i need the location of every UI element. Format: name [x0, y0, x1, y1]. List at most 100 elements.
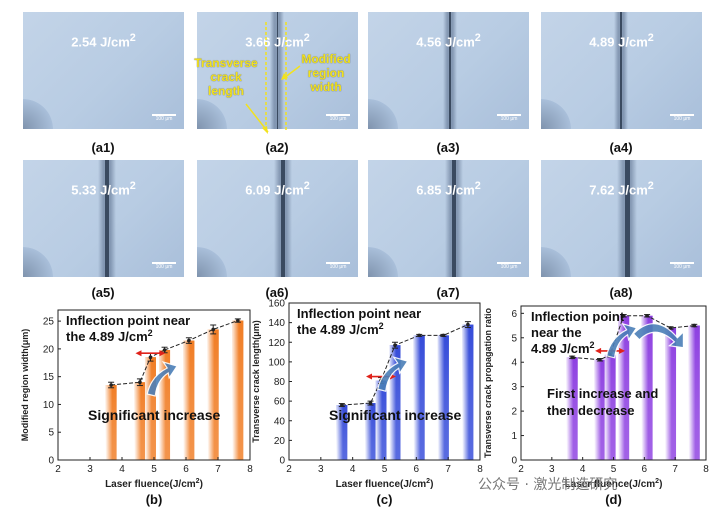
bar-shade — [688, 325, 700, 460]
micrograph-shadow — [197, 99, 227, 129]
y-tick-label: 5 — [511, 333, 517, 344]
y-tick-label: 0 — [279, 456, 285, 467]
micrograph-shadow — [23, 247, 53, 277]
laser-cut-line — [624, 160, 630, 277]
scale-bar: 100 μm — [326, 262, 350, 271]
y-tick-label: 5 — [48, 428, 54, 439]
bar-shade — [364, 403, 376, 460]
x-tick-label: 5 — [382, 464, 388, 475]
scale-bar: 100 μm — [497, 114, 521, 123]
y-tick-label: 10 — [43, 400, 55, 411]
x-tick-label: 6 — [642, 464, 648, 475]
watermark: 公众号 · 激光制造研究 — [478, 477, 618, 493]
panel-label: (a7) — [436, 285, 460, 300]
bar-shade — [604, 354, 616, 460]
red-arrow-head — [135, 350, 142, 357]
x-tick-label: 5 — [151, 464, 157, 475]
data-point — [393, 343, 397, 347]
red-arrow-head — [159, 350, 166, 357]
data-point — [417, 333, 421, 338]
scale-bar: 100 μm — [152, 114, 176, 123]
fluence-label: 4.56 J/cm2 — [416, 32, 481, 50]
fluence-label: 6.09 J/cm2 — [245, 180, 310, 198]
x-tick-label: 2 — [518, 464, 524, 475]
y-axis-label: Transverse crack propagation ratio — [483, 307, 493, 458]
laser-cut-line — [620, 12, 622, 129]
fluence-label: 6.85 J/cm2 — [416, 180, 481, 198]
micrograph-7: 6.85 J/cm2 100 μm — [368, 160, 529, 277]
data-point — [211, 327, 215, 332]
trend-arrow-down — [632, 323, 685, 349]
inflection-annotation: 4.89 J/cm2 — [531, 340, 595, 356]
bar-shade — [413, 335, 425, 460]
data-point — [162, 348, 167, 352]
scale-bar: 100 μm — [152, 262, 176, 271]
y-tick-label: 0 — [511, 456, 517, 467]
panel-label: (b) — [146, 492, 163, 507]
x-tick-label: 4 — [350, 464, 356, 475]
panel-label: (a5) — [91, 285, 115, 300]
y-tick-label: 4 — [511, 358, 517, 369]
fluence-label: 5.33 J/cm2 — [71, 180, 136, 198]
trend-text: Significant increase — [329, 407, 461, 423]
bar-shade — [618, 315, 630, 460]
x-tick-label: 4 — [580, 464, 586, 475]
inflection-annotation: Inflection point near — [66, 313, 190, 328]
trend-arrow — [376, 356, 409, 392]
data-point — [466, 322, 470, 327]
x-tick-label: 3 — [549, 464, 555, 475]
bar-shade — [665, 328, 677, 460]
y-tick-label: 15 — [43, 372, 55, 383]
red-arrow-head — [365, 373, 372, 380]
fluence-label: 2.54 J/cm2 — [71, 32, 136, 50]
scale-bar: 100 μm — [326, 114, 350, 123]
y-tick-label: 80 — [274, 377, 286, 388]
red-arrow-head — [595, 347, 602, 354]
data-point — [621, 313, 626, 318]
y-tick-label: 100 — [268, 357, 285, 368]
x-tick-label: 6 — [183, 464, 189, 475]
inflection-annotation: Inflection point near — [297, 306, 421, 321]
x-tick-label: 8 — [247, 464, 253, 475]
micrograph-1: 2.54 J/cm2 100 μm — [23, 12, 184, 129]
x-axis-label: Laser fluence(J/cm2) — [565, 478, 663, 490]
x-tick-label: 7 — [445, 464, 451, 475]
bar-shade — [232, 320, 244, 460]
laser-cut-line — [281, 160, 285, 277]
panel-label: (a2) — [265, 140, 289, 155]
panel-label: (d) — [605, 492, 622, 507]
y-tick-label: 20 — [274, 436, 286, 447]
y-tick-label: 40 — [274, 416, 286, 427]
panel-label: (a3) — [436, 140, 460, 155]
bar-shade — [134, 382, 146, 460]
micrograph-shadow — [541, 247, 571, 277]
laser-cut-line — [449, 12, 451, 129]
y-tick-label: 6 — [511, 309, 517, 320]
data-point — [109, 383, 113, 387]
data-point — [187, 338, 191, 343]
x-tick-label: 7 — [672, 464, 678, 475]
x-tick-label: 3 — [318, 464, 324, 475]
laser-cut-line — [452, 160, 456, 277]
micrograph-shadow — [368, 247, 398, 277]
x-tick-label: 7 — [215, 464, 221, 475]
trend-text: then decrease — [547, 403, 634, 418]
bar-shade — [389, 345, 401, 460]
x-tick-label: 5 — [611, 464, 617, 475]
scale-bar: 100 μm — [670, 262, 694, 271]
bar-shade — [641, 315, 653, 460]
trend-text: Significant increase — [88, 407, 220, 423]
x-tick-label: 6 — [414, 464, 420, 475]
fluence-label: 3.66 J/cm2 — [245, 32, 310, 50]
bar-shade — [207, 329, 219, 460]
data-point — [441, 333, 446, 338]
y-tick-label: 140 — [268, 318, 285, 329]
panel-label: (a1) — [91, 140, 115, 155]
y-tick-label: 20 — [43, 344, 55, 355]
panel-label: (a4) — [609, 140, 633, 155]
data-point — [138, 380, 142, 385]
modified-region-annotation: Modified region width — [301, 52, 351, 94]
data-point — [598, 357, 602, 362]
x-tick-label: 2 — [55, 464, 61, 475]
bar-shade — [144, 357, 156, 460]
